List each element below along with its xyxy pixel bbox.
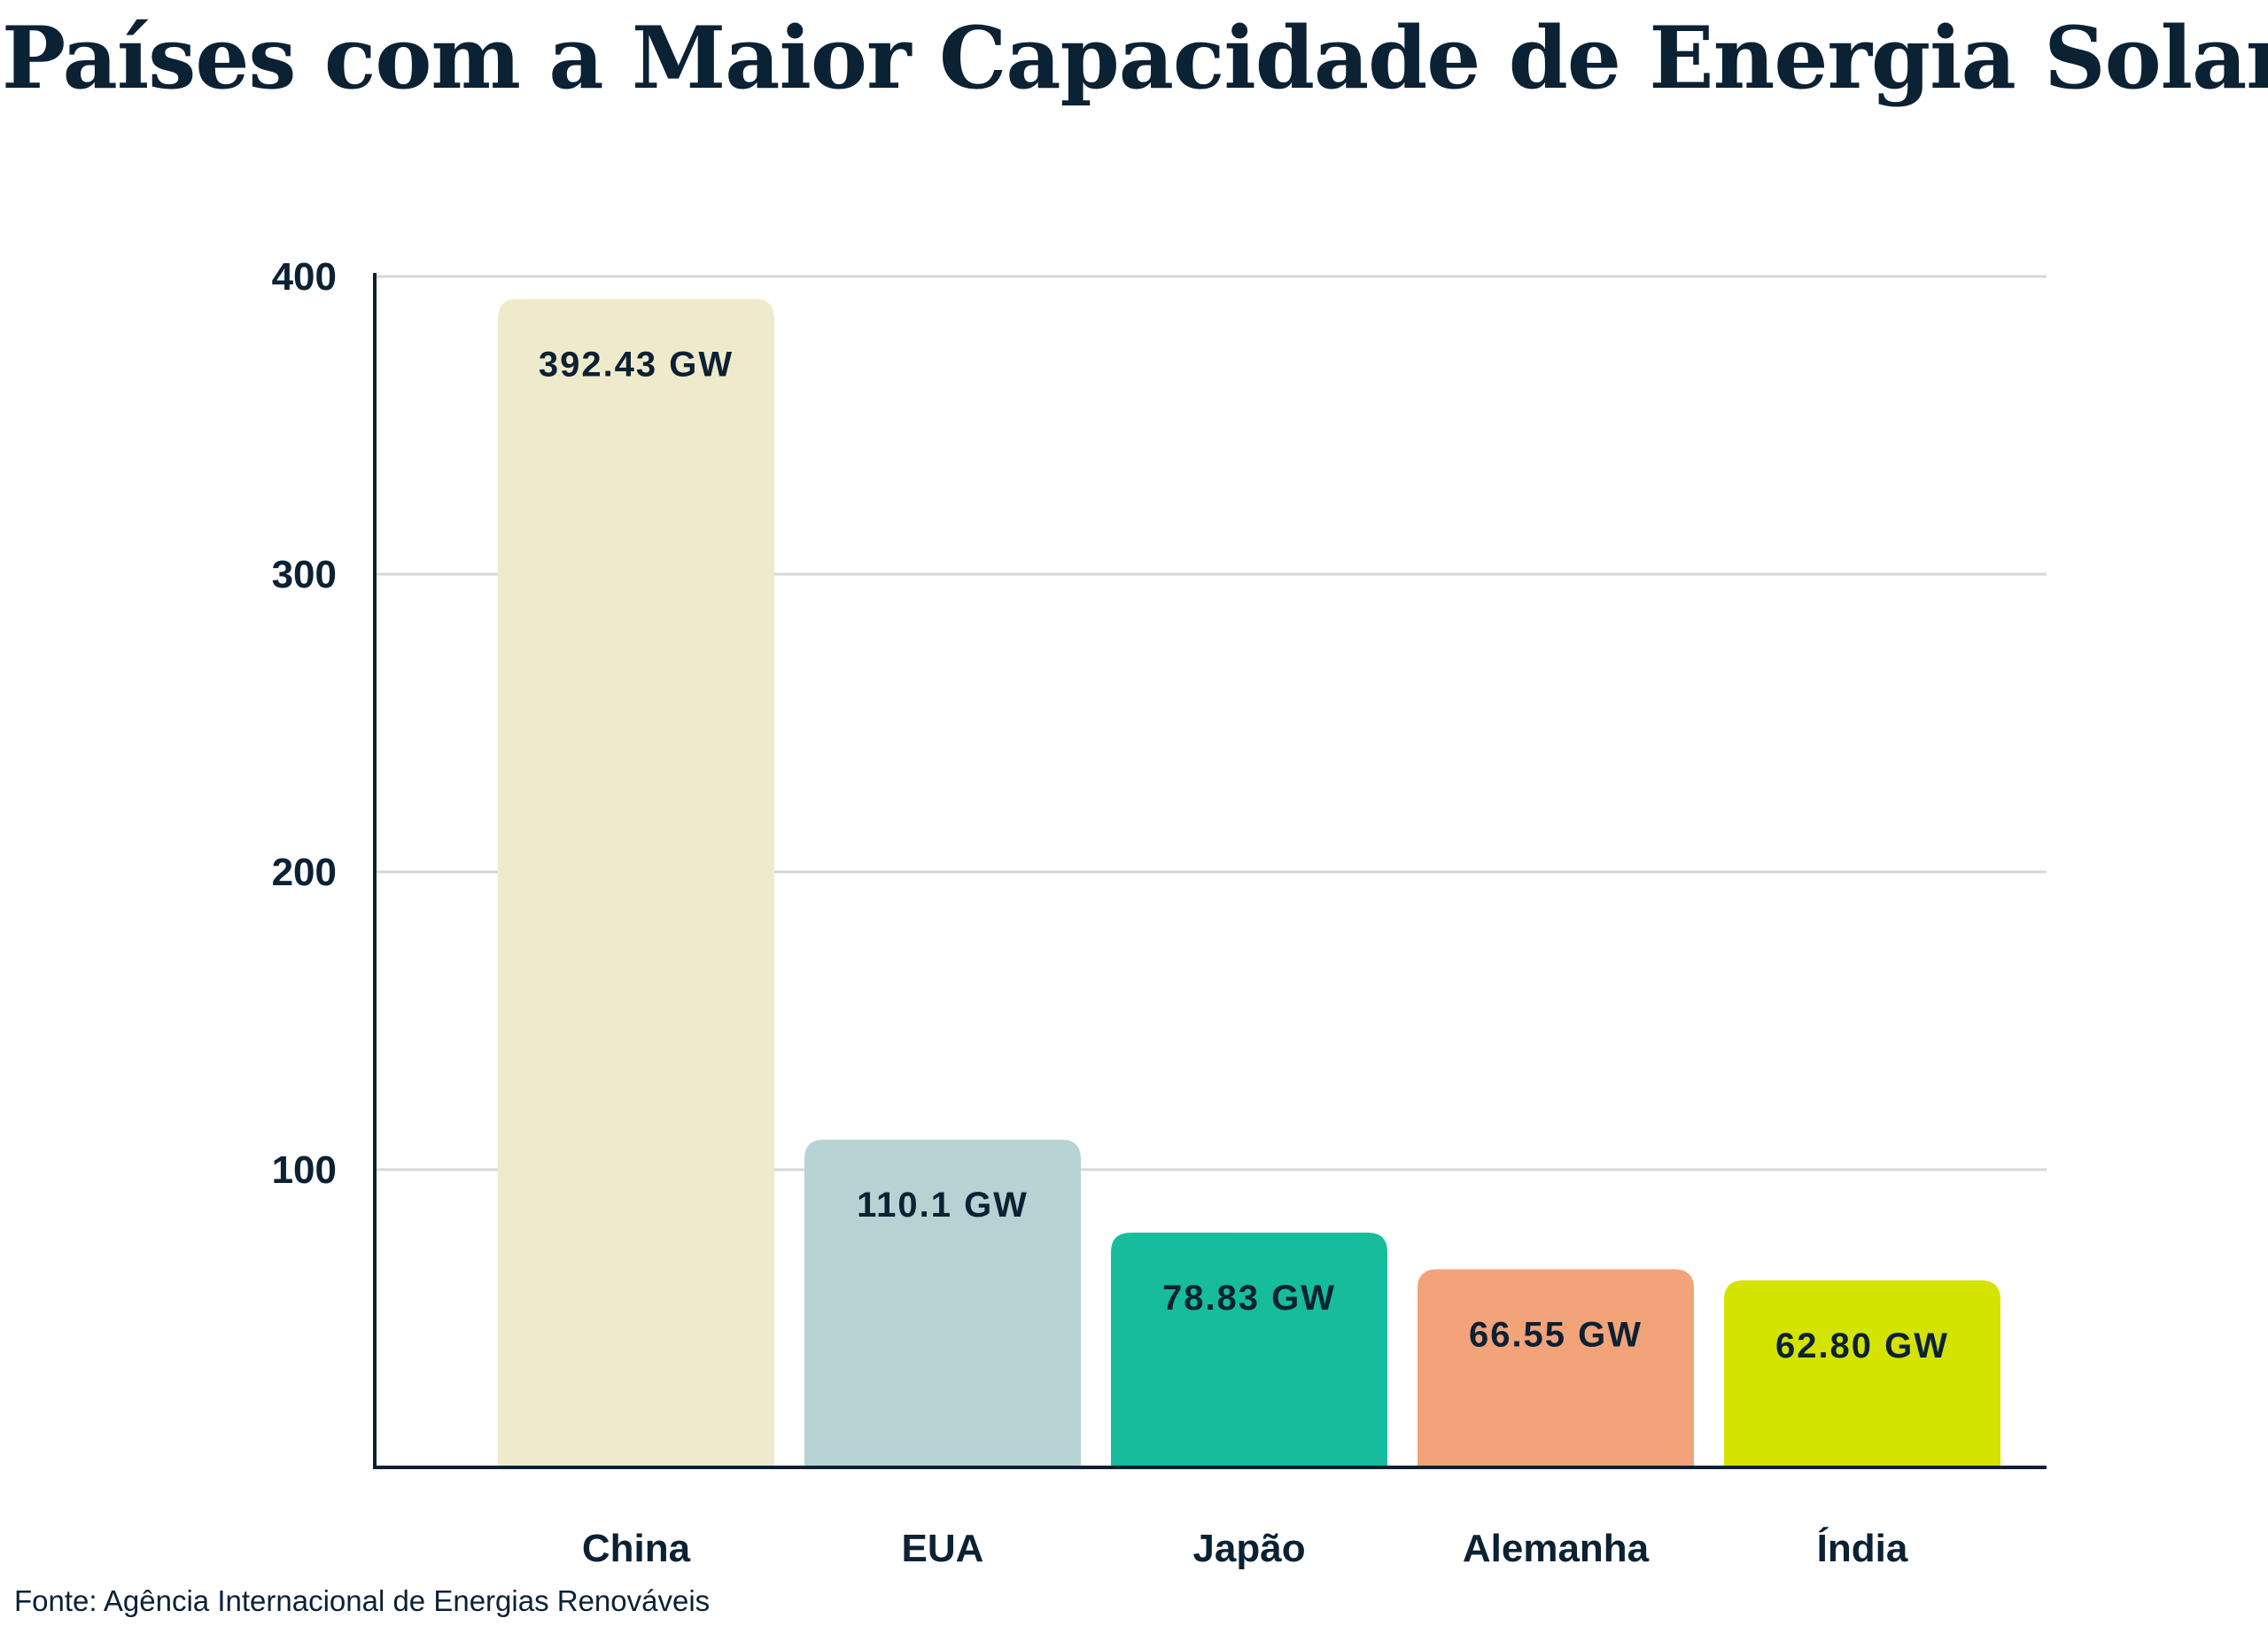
bar-5 (1724, 1280, 2000, 1467)
source-note: Fonte: Agência Internacional de Energias… (14, 1584, 711, 1617)
bar-4 (1418, 1269, 1694, 1467)
y-tick-label-200: 200 (272, 851, 337, 894)
bar-3 (1111, 1233, 1387, 1467)
y-tick-label-300: 300 (272, 553, 337, 596)
data-label-3: 78.83 GW (1162, 1279, 1336, 1318)
data-label-4: 66.55 GW (1469, 1315, 1643, 1354)
bar-1 (498, 299, 774, 1468)
y-tick-label-100: 100 (272, 1148, 337, 1192)
x-label-2: EUA (902, 1527, 984, 1570)
bars (498, 299, 2000, 1468)
chart-title: Países com a Maior Capacidade de Energia… (2, 8, 2268, 108)
x-label-4: Alemanha (1463, 1527, 1650, 1570)
x-label-5: Índia (1817, 1526, 1908, 1570)
x-label-1: China (582, 1527, 691, 1570)
x-category-labels: China EUA Japão Alemanha Índia (582, 1526, 1908, 1570)
axes (373, 273, 2047, 1469)
data-label-5: 62.80 GW (1775, 1326, 1949, 1365)
y-tick-labels: 100 200 300 400 (272, 255, 337, 1192)
data-label-1: 392.43 GW (539, 345, 734, 384)
y-tick-label-400: 400 (272, 255, 337, 299)
data-label-2: 110.1 GW (857, 1186, 1029, 1225)
data-labels: 392.43 GW 110.1 GW 78.83 GW 66.55 GW 62.80 G… (539, 345, 1949, 1365)
bar-2 (804, 1140, 1081, 1467)
x-label-3: Japão (1192, 1527, 1305, 1570)
